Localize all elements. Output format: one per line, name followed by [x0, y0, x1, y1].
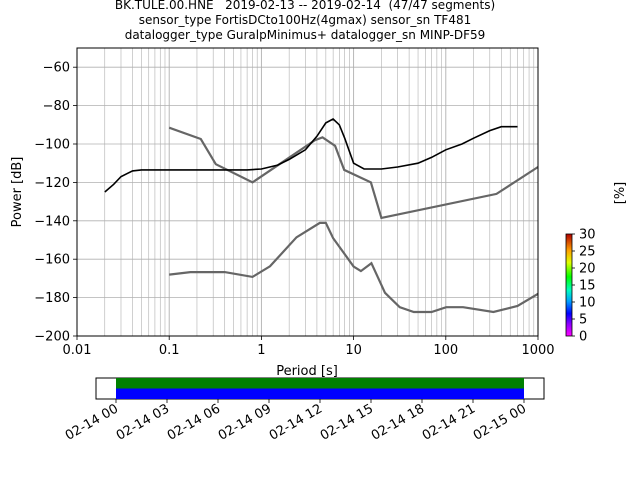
availability-bar — [116, 388, 524, 399]
y-ticks: −200 −180 −160 −140 −120 −100 −80 −60 — [34, 61, 77, 345]
availability-bars — [116, 378, 524, 399]
availability-bar — [116, 378, 524, 389]
colorbar-label: [%] — [613, 182, 628, 205]
y-tick-label: −100 — [34, 138, 70, 153]
x-tick-label: 10 — [345, 343, 362, 358]
availability-tick-label: 02-15 00 — [471, 401, 529, 443]
x-tick-label: 0.01 — [63, 343, 92, 358]
y-tick-label: −140 — [34, 214, 70, 229]
chart-title-line-3: datalogger_type GuralpMinimus+ datalogge… — [124, 28, 486, 42]
availability-tick-label: 02-14 18 — [369, 401, 427, 443]
y-tick-label: −180 — [34, 291, 70, 306]
chart-title-line-1: BK.TULE.00.HNE 2019-02-13 -- 2019-02-14 … — [114, 0, 496, 12]
mode-curve-line — [104, 118, 518, 193]
ppsd-data — [104, 118, 538, 314]
availability-tick-label: 02-14 03 — [114, 401, 172, 443]
y-axis-label: Power [dB] — [10, 157, 25, 228]
colorbar-tick-label: 10 — [579, 296, 596, 311]
y-tick-label: −80 — [43, 99, 70, 114]
x-ticks: 0.01 0.1 1 10 100 1000 — [63, 336, 555, 358]
availability-tick-label: 02-14 21 — [420, 401, 478, 443]
colorbar — [565, 233, 573, 337]
plot-frame — [76, 47, 539, 337]
colorbar-tick-label: 5 — [579, 313, 587, 328]
y-tick-label: −60 — [43, 61, 70, 76]
availability-tick-label: 02-14 15 — [318, 401, 376, 443]
chart-title-line-2: sensor_type FortisDCto100Hz(4gmax) senso… — [138, 13, 472, 27]
low-noise-model-line — [169, 221, 538, 314]
colorbar-tick-label: 25 — [579, 245, 596, 260]
y-tick-label: −120 — [34, 176, 70, 191]
availability-tick-label: 02-14 06 — [165, 401, 223, 443]
colorbar-tick-label: 30 — [579, 228, 596, 243]
colorbar-tick-label: 15 — [579, 279, 596, 294]
x-axis-label: Period [s] — [276, 364, 338, 379]
grid — [76, 48, 538, 337]
colorbar-ticks: 0 5 10 15 20 25 30 — [572, 228, 596, 345]
high-noise-model-line — [168, 126, 538, 220]
availability-tick-label: 02-14 09 — [216, 401, 274, 443]
x-tick-label: 1 — [257, 343, 265, 358]
x-tick-label: 0.1 — [159, 343, 180, 358]
x-tick-label: 1000 — [521, 343, 554, 358]
availability-tick-label: 02-14 12 — [267, 401, 325, 443]
x-tick-label: 100 — [433, 343, 458, 358]
y-tick-label: −200 — [34, 330, 70, 345]
y-tick-label: −160 — [34, 253, 70, 268]
colorbar-tick-label: 0 — [579, 330, 587, 345]
colorbar-tick-label: 20 — [579, 262, 596, 277]
availability-tick-label: 02-14 00 — [63, 401, 121, 443]
